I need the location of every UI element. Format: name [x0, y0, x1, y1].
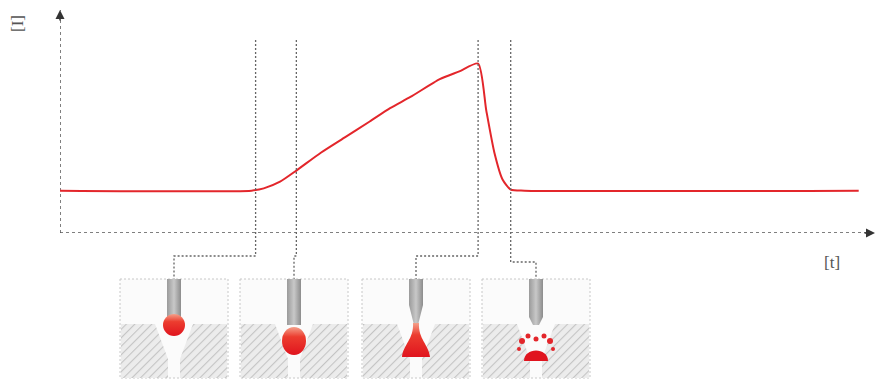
svg-text:[I]: [I]	[8, 15, 27, 32]
svg-text:[t]: [t]	[824, 253, 840, 272]
